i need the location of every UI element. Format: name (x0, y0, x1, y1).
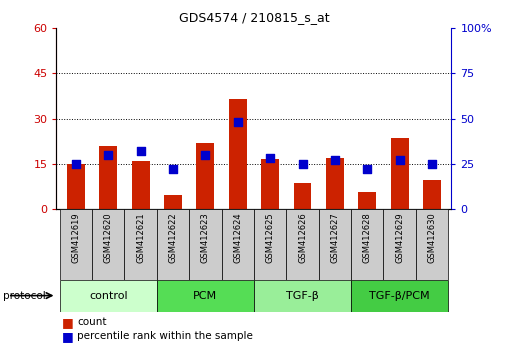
Text: TGF-β: TGF-β (286, 291, 319, 301)
Text: PCM: PCM (193, 291, 218, 301)
Bar (157, 280, 254, 312)
Bar (423, 180, 441, 209)
Point (136, 148, 145, 154)
Text: GSM412619: GSM412619 (71, 212, 81, 263)
Text: control: control (89, 291, 128, 301)
Text: ■: ■ (62, 330, 73, 343)
Text: GSM412625: GSM412625 (266, 212, 274, 263)
Bar (222, 209, 254, 280)
Point (363, 166, 371, 172)
Bar (125, 209, 157, 280)
Text: GSM412622: GSM412622 (168, 212, 177, 263)
Text: GSM412621: GSM412621 (136, 212, 145, 263)
Text: GSM412630: GSM412630 (427, 212, 437, 263)
Bar (132, 161, 149, 209)
Bar (351, 280, 448, 312)
Bar (319, 209, 351, 280)
Point (331, 157, 339, 163)
Text: protocol: protocol (3, 291, 45, 301)
Bar (359, 192, 376, 209)
Bar (326, 158, 344, 209)
Bar (254, 280, 351, 312)
Bar (229, 99, 247, 209)
Point (396, 157, 404, 163)
Bar (164, 195, 182, 209)
Point (169, 166, 177, 172)
Point (72, 161, 80, 167)
Bar (157, 209, 189, 280)
Text: GSM412623: GSM412623 (201, 212, 210, 263)
Text: GSM412627: GSM412627 (330, 212, 340, 263)
Bar (100, 146, 117, 209)
Title: GDS4574 / 210815_s_at: GDS4574 / 210815_s_at (179, 11, 329, 24)
Text: GSM412629: GSM412629 (395, 212, 404, 263)
Point (428, 161, 436, 167)
Text: GSM412626: GSM412626 (298, 212, 307, 263)
Text: GSM412628: GSM412628 (363, 212, 372, 263)
Bar (92, 209, 125, 280)
Point (299, 161, 307, 167)
Text: ■: ■ (62, 316, 73, 329)
Point (266, 155, 274, 161)
Text: GSM412620: GSM412620 (104, 212, 113, 263)
Text: count: count (77, 317, 107, 327)
Bar (416, 209, 448, 280)
Bar (254, 209, 286, 280)
Bar (60, 209, 92, 280)
Point (201, 152, 209, 158)
Text: percentile rank within the sample: percentile rank within the sample (77, 331, 253, 341)
Point (233, 119, 242, 125)
Bar (60, 280, 157, 312)
Bar (383, 209, 416, 280)
Bar (286, 209, 319, 280)
Bar (196, 143, 214, 209)
Text: TGF-β/PCM: TGF-β/PCM (369, 291, 430, 301)
Text: GSM412624: GSM412624 (233, 212, 242, 263)
Point (104, 152, 112, 158)
Bar (67, 164, 85, 209)
Bar (261, 159, 279, 209)
Bar (351, 209, 383, 280)
Bar (391, 138, 408, 209)
Bar (293, 183, 311, 209)
Bar (189, 209, 222, 280)
